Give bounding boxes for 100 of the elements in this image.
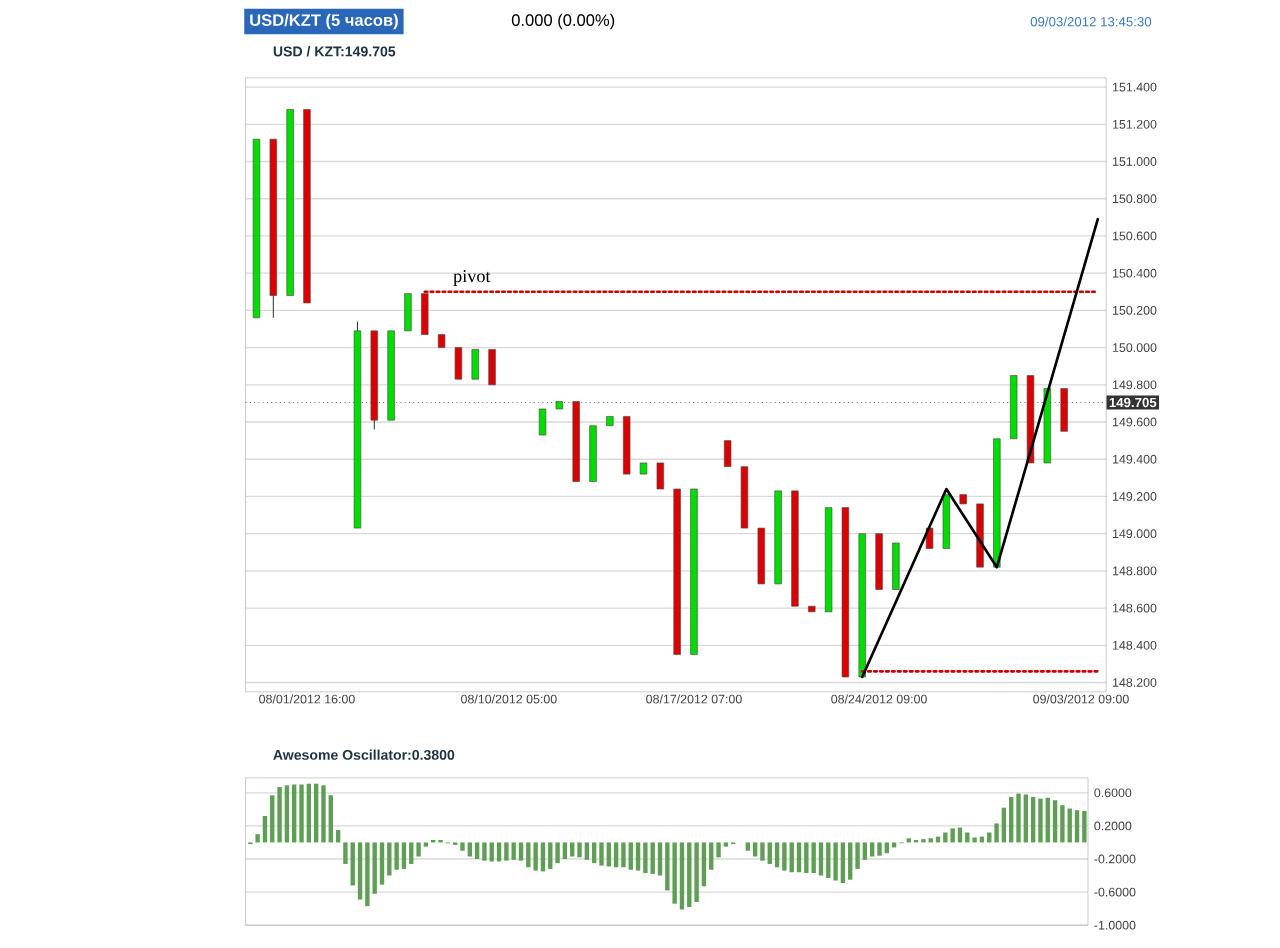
bar (1052, 800, 1058, 843)
candlestick (303, 108, 311, 304)
candlestick (740, 466, 749, 529)
bar (321, 785, 326, 843)
bar (584, 842, 590, 860)
bar (767, 842, 772, 864)
bar (628, 842, 633, 870)
bar (306, 783, 312, 843)
bar (672, 842, 677, 904)
bar (1038, 798, 1043, 843)
bar (489, 842, 494, 862)
bar (409, 842, 414, 864)
candlestick (959, 494, 967, 505)
candlestick (690, 488, 698, 655)
candlestick (1060, 388, 1068, 432)
bar (811, 842, 816, 873)
candlestick (824, 507, 833, 612)
candlestick (841, 507, 850, 678)
bar (679, 842, 685, 910)
bar (833, 842, 838, 881)
bar (540, 842, 546, 872)
candlestick (437, 334, 446, 348)
bar (950, 828, 955, 843)
bar (570, 842, 575, 857)
candlestick (589, 425, 597, 482)
candlestick (454, 347, 463, 380)
bar (474, 842, 480, 859)
candlestick (488, 348, 496, 385)
bar (869, 842, 875, 857)
bar (840, 842, 846, 883)
bar (562, 842, 568, 859)
bar (891, 842, 897, 848)
candlestick (538, 408, 547, 436)
bar (591, 842, 597, 863)
bar (613, 842, 619, 868)
candlestick (404, 293, 412, 331)
bar (504, 842, 509, 861)
bar (745, 842, 751, 851)
line-series (860, 217, 1100, 679)
bar (1082, 810, 1087, 843)
bar (577, 842, 582, 858)
bar (599, 842, 604, 866)
bar (752, 842, 758, 857)
bar (687, 842, 692, 907)
candlestick (471, 348, 479, 380)
bar (1060, 805, 1065, 843)
bar (357, 842, 363, 900)
candlestick (656, 462, 665, 490)
candlestick (1043, 388, 1052, 464)
candlestick (572, 401, 580, 482)
bar (482, 842, 487, 861)
bar (299, 784, 304, 843)
candlestick (875, 533, 883, 590)
candlestick (791, 490, 799, 607)
bar (972, 837, 977, 843)
bar (365, 842, 370, 906)
bar (313, 783, 319, 843)
bar (877, 842, 882, 856)
bar (650, 842, 655, 874)
candlestick (555, 401, 564, 410)
bar (555, 842, 560, 863)
bar (277, 786, 282, 843)
bar (460, 842, 465, 851)
bar (533, 842, 538, 871)
bar (606, 842, 611, 867)
bar (796, 842, 802, 873)
bar (526, 842, 531, 868)
bar (518, 842, 524, 861)
candlestick (639, 462, 648, 475)
bar (1045, 797, 1050, 843)
candlestick (673, 488, 681, 655)
candlestick (942, 494, 951, 549)
bar (884, 842, 890, 854)
candlestick (286, 108, 294, 296)
bar (401, 842, 407, 869)
candlestick (421, 293, 429, 335)
candlestick (892, 542, 900, 590)
annotation: pivot (453, 269, 491, 286)
bar (943, 832, 948, 843)
bar (621, 842, 626, 868)
chart-subtitle: 0.000 (0.00%) (511, 13, 615, 30)
chart-title: USD/KZT (5 часов) (250, 13, 398, 30)
bar (804, 842, 809, 873)
bar (270, 795, 275, 843)
bar (694, 842, 699, 902)
bar (848, 842, 853, 880)
bar (782, 842, 787, 871)
candlestick (757, 527, 765, 585)
bar (284, 785, 290, 843)
candlestick (622, 415, 631, 475)
bar (643, 842, 648, 873)
bar (511, 842, 516, 860)
candlestick (606, 415, 614, 426)
bar (789, 842, 794, 873)
bar (416, 842, 421, 857)
candlestick (774, 490, 782, 585)
candlestick (723, 440, 732, 467)
candlestick (808, 605, 816, 612)
bar (467, 842, 472, 857)
candlestick (976, 503, 984, 568)
